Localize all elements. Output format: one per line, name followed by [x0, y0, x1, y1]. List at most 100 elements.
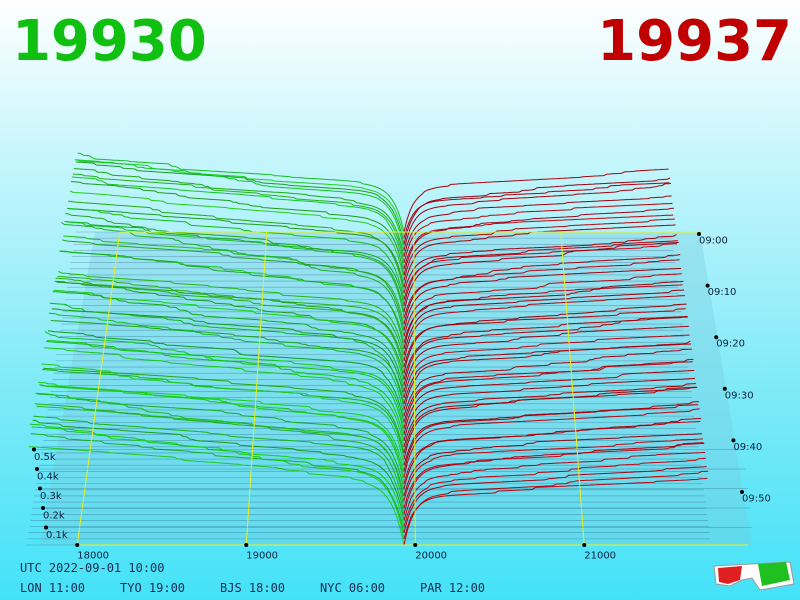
bid-depth-line [58, 270, 405, 355]
depth-tick-label: 0.3k [40, 491, 62, 502]
ask-depth-line [403, 168, 669, 233]
ask-depth-line [403, 451, 706, 521]
ask-depth-line [403, 303, 687, 374]
price-tick-mark [582, 543, 587, 547]
ask-depth-line [403, 183, 671, 251]
ask-depth-line [403, 369, 695, 435]
bid-depth-line [77, 152, 405, 233]
timezone-label: PAR 12:00 [420, 581, 485, 595]
bid-depth-line [71, 176, 405, 269]
ask-depth-line [403, 207, 675, 276]
bid-depth-line [36, 405, 405, 497]
time-tick-mark [731, 438, 736, 443]
bid-depth-line [68, 200, 405, 294]
time-tick-mark [722, 386, 727, 391]
bid-depth-line [73, 168, 405, 257]
ask-depth-line [403, 477, 708, 540]
ask-depth-line [403, 418, 702, 489]
ask-depth-line [403, 361, 693, 423]
price-grid-line [76, 231, 121, 546]
ask-depth-line [403, 280, 684, 349]
depth-tick-mark [35, 467, 39, 471]
ask-depth-line [403, 295, 685, 362]
price-tick-mark [75, 543, 80, 547]
bid-depth-line [75, 161, 405, 245]
ask-depth-line [403, 182, 670, 239]
bid-depth-line [52, 291, 405, 392]
timezone-label: NYC 06:00 [320, 581, 385, 595]
ask-depth-line [403, 408, 700, 478]
depth-tick-mark [44, 525, 48, 530]
ask-depth-line [403, 466, 707, 533]
bid-depth-line [57, 275, 405, 362]
bid-depth-line [32, 419, 405, 521]
depth-tick-label: 0.5k [34, 452, 56, 463]
price-tick-mark [413, 543, 418, 547]
depth-tick-label: 0.2k [43, 511, 65, 522]
bid-depth-line [64, 221, 405, 317]
ask-depth-line [403, 438, 703, 501]
ask-depth-line [403, 284, 683, 343]
depth-tick-mark [41, 506, 45, 510]
bid-depth-line [69, 190, 405, 282]
ask-depth-line [403, 404, 699, 466]
timezone-label: LON 11:00 [20, 581, 85, 595]
depth-tick-mark [38, 486, 42, 491]
ask-depth-line [403, 433, 703, 497]
ask-depth-line [403, 254, 681, 325]
bid-depth-line [62, 239, 405, 331]
time-tick-label: 09:20 [716, 339, 745, 350]
ask-depth-line [403, 218, 675, 281]
price-grid-line [413, 231, 416, 546]
utc-time: UTC 2022-09-01 10:00 [20, 561, 165, 575]
plot-layer: 18000 19000 20000 21000 0.1k 0.2k 0.3k 0.4k 0.5k… [26, 152, 771, 562]
bid-depth-line [41, 363, 405, 466]
ask-depth-line [403, 442, 704, 509]
ask-depth-line [403, 377, 696, 441]
bid-depth-line [72, 173, 405, 263]
price-tick-label: 20000 [415, 551, 447, 562]
time-tick-label: 09:40 [733, 442, 762, 453]
bid-depth-line [34, 403, 405, 509]
bid-depth-line [55, 277, 405, 374]
bid-depth-line [44, 347, 405, 447]
bid-depth-line [60, 250, 405, 343]
price-grid-line [245, 231, 268, 546]
glasses-red-lens [718, 566, 742, 584]
ask-depth-line [403, 343, 692, 411]
price-tick-label: 21000 [584, 551, 616, 562]
timezone-label: TYO 19:00 [120, 581, 185, 595]
time-tick-label: 09:00 [699, 236, 728, 247]
ask-price: 19937 [597, 9, 792, 74]
bid-depth-line [54, 280, 405, 380]
bid-depth-line [61, 221, 405, 337]
time-tick-label: 09:10 [708, 287, 737, 298]
ask-depth-line [403, 457, 706, 527]
bid-depth-line [50, 320, 405, 404]
bid-depth-line [74, 159, 405, 251]
bid-depth-line [47, 330, 405, 423]
bid-depth-line [38, 381, 405, 484]
bid-depth-line [30, 433, 405, 533]
ask-depth-line [403, 177, 671, 245]
glasses-icon[interactable] [713, 561, 795, 591]
bid-depth-line [63, 235, 405, 325]
ask-depth-line [403, 470, 709, 546]
bid-depth-line [66, 221, 405, 306]
ask-depth-line [403, 334, 690, 398]
bid-depth-line [67, 207, 405, 300]
ask-depth-line [403, 325, 689, 392]
time-tick-mark [714, 335, 719, 340]
ask-depth-line [403, 214, 674, 269]
ask-depth-line [403, 442, 705, 515]
ask-depth-line [403, 348, 692, 417]
ask-depth-line [403, 234, 677, 294]
bid-depth-line [43, 367, 405, 454]
depth-tick-label: 0.1k [46, 530, 68, 541]
time-tick-label: 09:50 [742, 494, 771, 505]
price-tick-label: 19000 [246, 551, 278, 562]
timezone-label: BJS 18:00 [220, 581, 285, 595]
bid-price: 19930 [12, 9, 207, 74]
